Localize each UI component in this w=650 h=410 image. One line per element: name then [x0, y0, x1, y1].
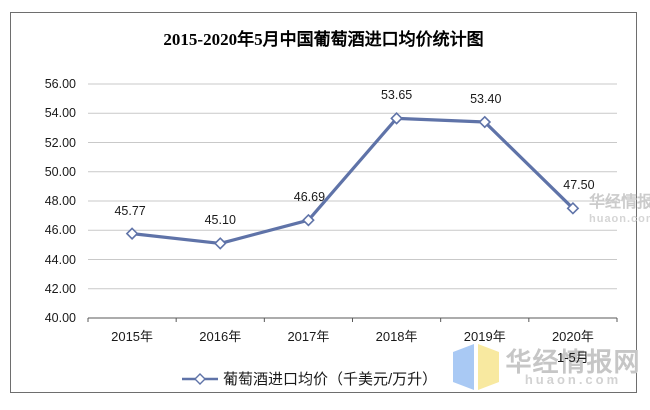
y-tick-label: 48.00 — [44, 194, 76, 208]
watermark-site-name: 华经情报网 — [589, 194, 650, 211]
data-label: 47.50 — [563, 178, 595, 193]
legend-diamond-icon — [194, 372, 206, 385]
y-tick-label: 52.00 — [44, 135, 76, 150]
y-tick-label: 42.00 — [44, 281, 76, 296]
x-tick-label: 2016年 — [199, 329, 242, 344]
y-tick-label: 50.00 — [44, 164, 76, 179]
y-tick-label: 54.00 — [44, 106, 76, 121]
data-label: 53.65 — [380, 88, 413, 103]
legend-line-diamond-icon — [182, 372, 218, 385]
y-tick-label: 56.00 — [44, 77, 76, 91]
diamond-marker-icon — [478, 115, 492, 129]
data-label: 53.40 — [470, 92, 502, 107]
logo-right-page — [478, 344, 499, 390]
diamond-marker-icon — [566, 201, 580, 215]
huaon-book-logo-icon — [453, 344, 499, 390]
diamond-marker-icon — [125, 227, 139, 240]
x-tick-label: 2018年 — [375, 329, 418, 344]
watermark-mid-right: 华经情报网 huaon.com — [589, 188, 650, 225]
x-tick-label: 2020年 — [551, 329, 594, 344]
x-tick-label-line2: 1-5月 — [557, 350, 589, 365]
logo-left-page — [453, 344, 474, 390]
watermark-site-name: 华经情报网 — [505, 347, 641, 377]
series-line — [130, 116, 575, 246]
watermark-site-domain: huaon.com — [589, 213, 650, 225]
x-tick-label: 2017年 — [287, 329, 330, 344]
data-label: 46.69 — [293, 190, 326, 205]
chart-title: 2015-2020年5月中国葡萄酒进口均价统计图 — [163, 30, 484, 49]
x-tick-label: 2019年 — [463, 329, 506, 344]
data-label: 45.77 — [114, 203, 146, 218]
legend-series-label: 葡萄酒进口均价（千美元/万升） — [223, 371, 438, 388]
legend: 葡萄酒进口均价（千美元/万升） — [181, 368, 437, 389]
x-tick-label: 2015年 — [111, 329, 154, 344]
watermark-site-domain: huaon.com — [524, 372, 622, 387]
y-tick-label: 44.00 — [44, 252, 76, 267]
diamond-marker-icon — [390, 112, 403, 125]
diamond-marker-icon — [213, 237, 227, 250]
diamond-marker-icon — [302, 213, 315, 227]
data-label: 45.10 — [204, 213, 236, 228]
y-tick-label: 46.00 — [44, 223, 76, 238]
y-tick-label: 40.00 — [44, 311, 76, 325]
